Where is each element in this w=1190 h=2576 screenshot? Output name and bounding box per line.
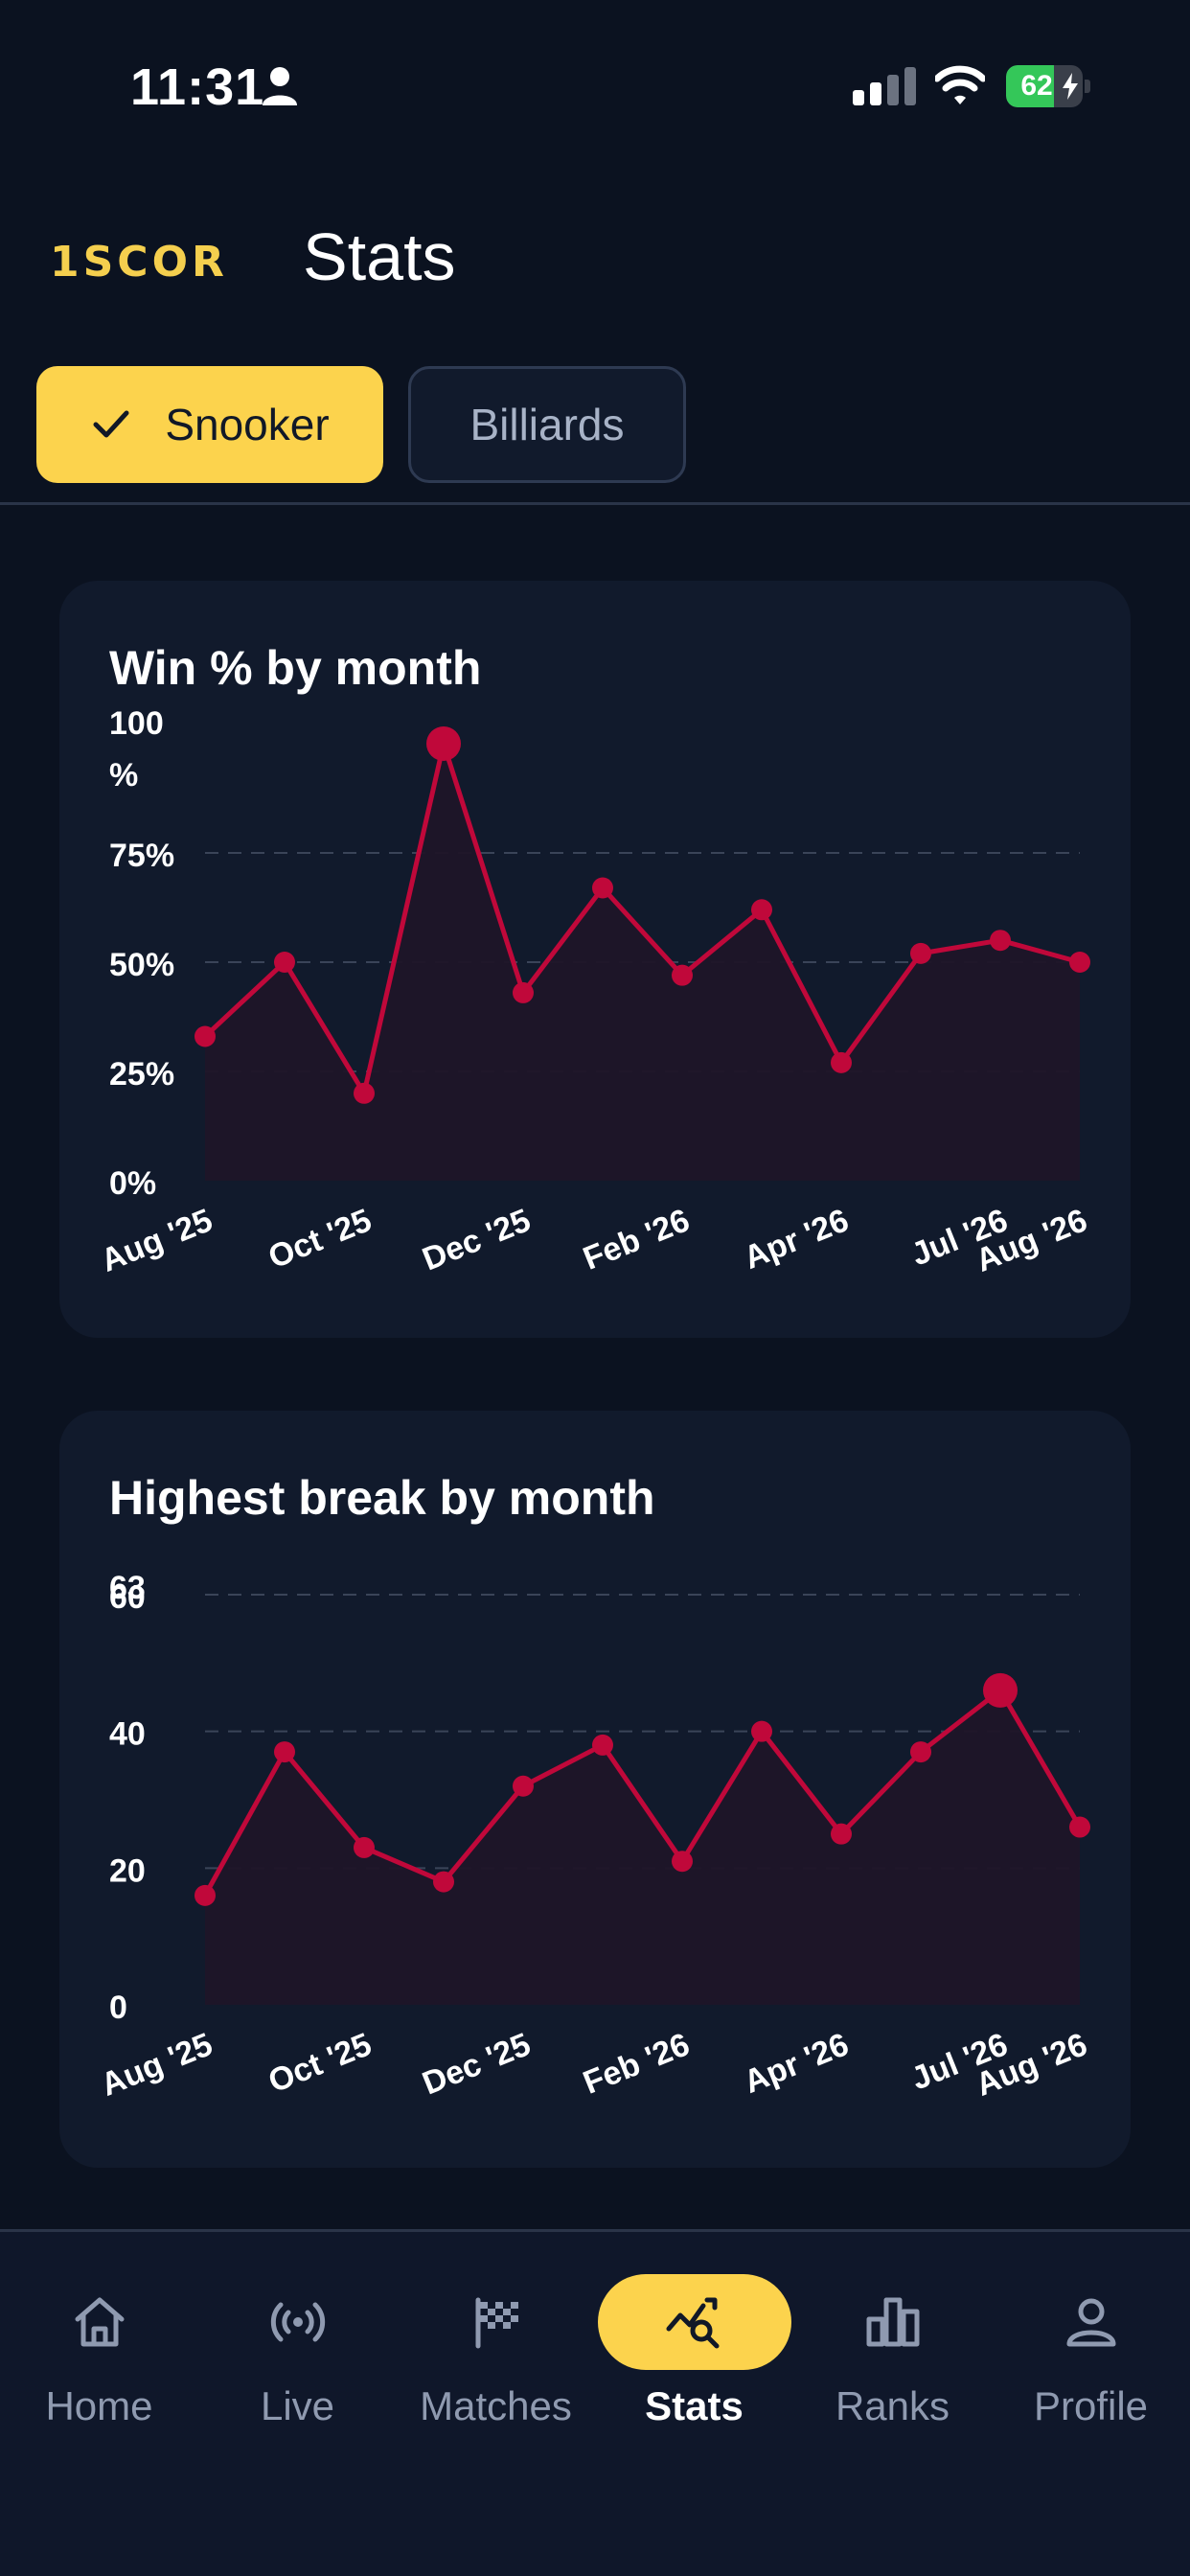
battery-fill [1006, 65, 1054, 107]
status-time: 11:31 [130, 58, 265, 116]
series-area [205, 1690, 1080, 2005]
series-line [203, 741, 1081, 1096]
bar-chart-icon [866, 2297, 919, 2347]
nav-item-ranks[interactable]: Ranks [793, 2232, 992, 2443]
filter-chip-label: Billiards [469, 400, 625, 449]
x-tick-label: Apr '26 [739, 2026, 854, 2101]
nav-item-profile[interactable]: Profile [992, 2232, 1190, 2443]
y-tick-label: 75% [109, 838, 174, 874]
data-point[interactable] [426, 726, 461, 761]
check-icon [93, 410, 129, 438]
x-tick-label: Feb '26 [578, 1202, 695, 1277]
stats-search-icon [666, 2297, 719, 2349]
series-line [202, 1688, 1083, 1898]
bottom-navigation: Home Live [0, 2232, 1190, 2576]
y-tick-label: 25% [109, 1056, 174, 1092]
y-tick-label: 0 [109, 1990, 127, 2026]
nav-item-live[interactable]: Live [198, 2232, 397, 2443]
data-point[interactable] [990, 930, 1011, 952]
y-tick-label: 100% [109, 705, 164, 794]
data-point[interactable] [983, 1672, 1018, 1708]
win-percentage-chart: 100 % 75% 50% 25% 0%Aug '25 Oct '25 Dec '25 Feb … [96, 705, 1092, 1279]
data-point[interactable] [513, 981, 534, 1003]
data-point[interactable] [592, 877, 613, 899]
nav-divider [0, 2229, 1190, 2232]
status-bar: 11:31 62 [0, 0, 1190, 172]
app-header: 1SCOR Stats [0, 172, 1190, 345]
filter-chip-label: Snooker [165, 400, 330, 449]
app-logo[interactable]: 1SCOR [50, 238, 228, 287]
win-percentage-chart-card: Win % by month 100% 75% 50% 25% 0% Aug '25 Oct… [59, 581, 1131, 1338]
x-tick-label: Aug '25 [96, 2026, 217, 2104]
wifi-icon [935, 65, 985, 104]
data-point[interactable] [354, 1836, 375, 1858]
data-point[interactable] [354, 1082, 375, 1104]
y-tick-label: 20 [109, 1852, 146, 1889]
battery-cap [1085, 80, 1090, 93]
person-icon [263, 67, 297, 105]
y-tick-label: 0% [109, 1165, 156, 1202]
chart-title: Highest break by month [109, 1471, 655, 1525]
battery-charging-icon [1063, 73, 1078, 100]
nav-active-indicator [597, 2274, 791, 2370]
cellular-signal-icon [853, 67, 916, 105]
data-point[interactable] [910, 942, 931, 964]
home-icon [75, 2297, 124, 2347]
data-point[interactable] [1069, 1816, 1090, 1838]
data-point[interactable] [672, 1851, 693, 1873]
x-tick-label: Apr '26 [739, 1202, 854, 1276]
x-tick-label: Oct '25 [263, 1202, 377, 1276]
data-point[interactable] [1069, 952, 1090, 973]
data-point[interactable] [433, 1871, 454, 1893]
data-point[interactable] [513, 1775, 534, 1797]
nav-label-matches: Matches [420, 2383, 572, 2428]
checkered-flag-icon [475, 2297, 518, 2349]
filter-chip-billiards[interactable]: Billiards [408, 366, 686, 483]
nav-label-profile: Profile [1033, 2383, 1149, 2428]
data-point[interactable] [195, 1884, 216, 1906]
data-point[interactable] [274, 952, 295, 973]
y-tick-label: 40 [109, 1716, 146, 1753]
nav-label-stats: Stats [645, 2383, 744, 2428]
nav-item-stats[interactable]: Stats [595, 2232, 793, 2443]
data-point[interactable] [751, 1720, 772, 1742]
x-tick-label: Dec '25 [418, 2026, 536, 2102]
x-tick-label: Aug '25 [96, 1202, 217, 1279]
data-point[interactable] [910, 1741, 931, 1763]
x-tick-label: Feb '26 [578, 2026, 695, 2102]
data-point[interactable] [195, 1025, 216, 1047]
data-point[interactable] [592, 1734, 613, 1756]
data-point[interactable] [831, 1051, 852, 1073]
y-tick-label: 50% [109, 947, 174, 983]
chart-title: Win % by month [109, 641, 482, 695]
header-divider [0, 502, 1190, 505]
battery-indicator: 62 [1006, 65, 1090, 107]
battery-percent: 62 [1020, 70, 1053, 102]
nav-item-home[interactable]: Home [0, 2232, 198, 2443]
data-point[interactable] [274, 1741, 295, 1763]
series-area [205, 744, 1080, 1181]
x-tick-label: Dec '25 [418, 1202, 536, 1277]
nav-item-matches[interactable]: Matches [397, 2232, 595, 2443]
nav-label-ranks: Ranks [835, 2383, 950, 2428]
data-point[interactable] [672, 964, 693, 986]
nav-label-live: Live [260, 2383, 335, 2428]
data-point[interactable] [751, 899, 772, 921]
data-point[interactable] [831, 1823, 852, 1845]
y-tick-label: 60 [109, 1579, 146, 1616]
filter-chip-snooker[interactable]: Snooker [36, 366, 383, 483]
y-tick-label: 63 [109, 1570, 146, 1606]
page-title: Stats [303, 219, 456, 294]
live-broadcast-icon [270, 2302, 325, 2342]
nav-label-home: Home [45, 2383, 153, 2428]
x-tick-label: Oct '25 [263, 2026, 377, 2100]
highest-break-chart-card: Highest break by month 63 60 40 20 0 Aug '25 O… [59, 1411, 1131, 2168]
person-icon [1066, 2298, 1115, 2347]
